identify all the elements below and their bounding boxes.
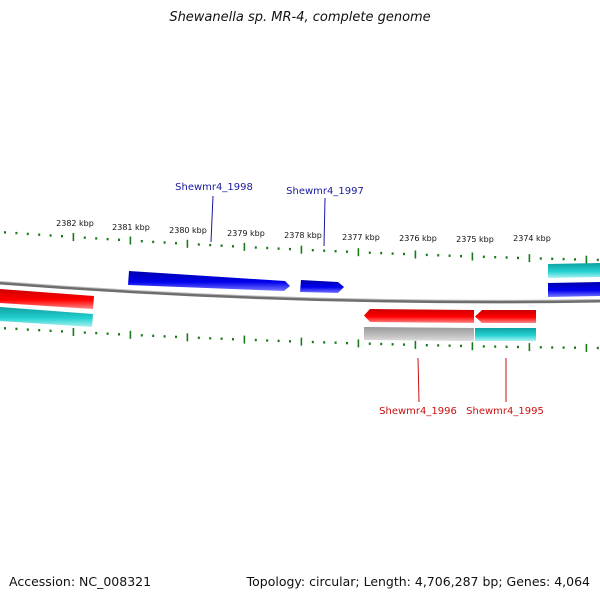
leader-line-shewmr4-1996 xyxy=(417,357,420,403)
cds-reverse-left-cyan[interactable] xyxy=(0,307,93,327)
scale-tick-label: 2374 kbp xyxy=(513,234,551,243)
inner-scale-track xyxy=(4,327,599,352)
gene-label-shewmr4-1997[interactable]: Shewmr4_1997 xyxy=(286,186,364,197)
gene-label-shewmr4-1995[interactable]: Shewmr4_1995 xyxy=(466,406,544,417)
scale-tick-label: 2379 kbp xyxy=(227,229,265,238)
genome-backbone-highlight xyxy=(0,281,600,301)
scale-tick-label: 2381 kbp xyxy=(112,223,150,232)
scale-tick-label: 2376 kbp xyxy=(399,234,437,243)
gene-reverse-left-red[interactable] xyxy=(0,289,94,309)
genome-summary-text: Topology: circular; Length: 4,706,287 bp… xyxy=(246,574,590,589)
scale-tick-label: 2375 kbp xyxy=(456,235,494,244)
gene-label-shewmr4-1998[interactable]: Shewmr4_1998 xyxy=(175,182,253,193)
scale-tick-label: 2380 kbp xyxy=(169,226,207,235)
scale-tick-labels: 2382 kbp 2381 kbp 2380 kbp 2379 kbp 2378 kbp… xyxy=(56,219,551,244)
gene-shewmr4-1995-arrow[interactable] xyxy=(475,310,536,323)
rna-shewmr4-1996-gray[interactable] xyxy=(364,327,474,341)
scale-tick-label: 2378 kbp xyxy=(284,231,322,240)
leader-line-shewmr4-1997 xyxy=(323,197,326,247)
scale-tick-label: 2377 kbp xyxy=(342,233,380,242)
gene-forward-right-blue[interactable] xyxy=(548,282,600,297)
scale-tick-label: 2382 kbp xyxy=(56,219,94,228)
cds-forward-right-cyan[interactable] xyxy=(548,263,600,278)
outer-scale-track xyxy=(4,231,599,264)
leader-line-shewmr4-1998 xyxy=(210,195,214,243)
accession-text: Accession: NC_008321 xyxy=(9,574,152,589)
gene-label-shewmr4-1996[interactable]: Shewmr4_1996 xyxy=(379,406,457,417)
gene-shewmr4-1997-arrow[interactable] xyxy=(300,280,344,293)
map-title: Shewanella sp. MR-4, complete genome xyxy=(169,10,431,25)
gene-shewmr4-1996-arrow[interactable] xyxy=(364,309,474,323)
cds-shewmr4-1995-cyan[interactable] xyxy=(475,328,536,341)
gene-shewmr4-1998-arrow[interactable] xyxy=(128,271,290,291)
genome-backbone xyxy=(0,281,600,304)
